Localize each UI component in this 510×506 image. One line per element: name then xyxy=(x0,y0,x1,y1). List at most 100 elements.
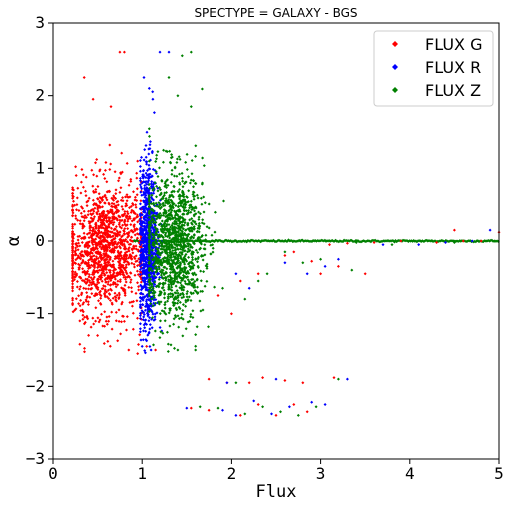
data-point-flux-z xyxy=(194,222,198,226)
data-point-flux-z xyxy=(171,279,175,283)
data-point-flux-z xyxy=(180,279,184,282)
data-point-flux-z xyxy=(213,285,217,289)
data-point-flux-z xyxy=(174,284,178,288)
data-point-flux-z xyxy=(147,229,151,233)
data-point-flux-z xyxy=(191,206,195,209)
data-point-flux-g xyxy=(121,314,125,318)
data-point-flux-z xyxy=(159,300,163,304)
x-tick-label: 0 xyxy=(48,464,58,483)
data-point-flux-g xyxy=(71,273,75,277)
data-point-flux-g xyxy=(88,226,92,230)
data-point-flux-z xyxy=(179,276,183,280)
data-point-flux-g xyxy=(85,204,89,208)
data-point-flux-z xyxy=(160,219,164,223)
data-point-flux-z xyxy=(198,405,202,409)
data-point-flux-r xyxy=(144,155,148,159)
data-point-flux-z xyxy=(190,159,194,162)
data-point-flux-g xyxy=(112,228,116,232)
data-point-flux-z xyxy=(177,259,180,262)
data-point-flux-z xyxy=(152,274,156,278)
data-point-flux-g xyxy=(73,203,77,207)
data-point-flux-g xyxy=(110,201,114,205)
data-point-flux-z xyxy=(190,246,194,249)
data-point-flux-z xyxy=(159,273,163,277)
data-point-flux-z xyxy=(175,157,179,161)
data-point-flux-z xyxy=(147,245,151,249)
data-point-flux-g xyxy=(71,253,75,256)
data-point-flux-z xyxy=(213,230,217,234)
data-point-flux-g xyxy=(89,276,93,280)
data-point-flux-g xyxy=(118,253,122,257)
data-point-flux-g xyxy=(129,223,133,227)
data-point-flux-r xyxy=(145,207,149,211)
data-point-flux-g xyxy=(90,257,94,261)
data-point-flux-g xyxy=(71,194,75,198)
data-point-flux-z xyxy=(188,238,192,242)
data-point-flux-g xyxy=(79,205,83,209)
data-point-flux-z xyxy=(181,291,185,295)
data-point-flux-z xyxy=(147,274,151,278)
data-point-flux-r xyxy=(155,211,159,215)
data-point-flux-z xyxy=(190,172,194,176)
data-point-flux-g xyxy=(96,256,100,260)
data-point-flux-g xyxy=(97,228,101,232)
data-point-flux-g xyxy=(103,249,106,253)
data-point-flux-g xyxy=(71,196,75,200)
data-point-flux-z xyxy=(155,215,159,218)
data-point-flux-z xyxy=(180,201,184,205)
data-point-flux-g xyxy=(84,175,88,179)
data-point-flux-g xyxy=(91,198,95,202)
data-point-flux-g xyxy=(86,213,90,217)
data-point-flux-z xyxy=(181,334,185,338)
data-point-flux-g xyxy=(88,224,92,228)
data-point-flux-z xyxy=(180,231,184,235)
data-point-flux-g xyxy=(247,381,251,385)
data-point-flux-g xyxy=(89,236,93,239)
data-point-flux-g xyxy=(93,241,97,245)
data-point-flux-g xyxy=(103,324,107,328)
data-point-flux-g xyxy=(107,277,111,281)
data-point-flux-z xyxy=(189,236,193,240)
data-point-flux-g xyxy=(117,257,121,260)
data-point-flux-g xyxy=(81,267,85,271)
data-point-flux-g xyxy=(123,210,127,213)
data-point-flux-g xyxy=(71,236,75,240)
data-point-flux-r xyxy=(141,338,145,342)
data-point-flux-r xyxy=(147,163,151,167)
data-point-flux-g xyxy=(107,211,110,215)
data-point-flux-z xyxy=(213,210,217,214)
data-point-flux-z xyxy=(171,249,175,253)
data-point-flux-g xyxy=(123,283,127,287)
data-point-flux-z xyxy=(202,195,206,199)
data-point-flux-z xyxy=(200,254,204,257)
data-point-flux-g xyxy=(87,263,91,267)
data-point-flux-z xyxy=(197,221,201,225)
data-point-flux-z xyxy=(178,261,182,264)
data-point-flux-g xyxy=(118,280,122,284)
data-point-flux-g xyxy=(105,248,109,252)
data-point-flux-g xyxy=(98,226,102,230)
data-point-flux-z xyxy=(160,224,164,227)
data-point-flux-r xyxy=(146,180,150,184)
data-point-flux-z xyxy=(162,148,166,152)
data-point-flux-r xyxy=(142,220,146,224)
data-point-flux-g xyxy=(102,172,106,176)
data-point-flux-g xyxy=(71,191,75,195)
data-point-flux-g xyxy=(110,327,114,331)
data-point-flux-r xyxy=(151,275,155,279)
data-point-flux-z xyxy=(161,195,165,199)
data-point-flux-z xyxy=(155,217,159,221)
data-point-flux-z xyxy=(209,243,213,247)
data-point-flux-g xyxy=(90,286,94,290)
data-point-flux-g xyxy=(111,215,115,219)
data-point-flux-r xyxy=(138,317,142,320)
data-point-flux-g xyxy=(118,218,122,222)
data-point-flux-g xyxy=(98,265,102,269)
data-point-flux-z xyxy=(164,276,168,279)
data-point-flux-z xyxy=(168,309,172,312)
data-point-flux-z xyxy=(151,243,155,247)
y-tick-label: 3 xyxy=(35,13,45,32)
data-point-flux-g xyxy=(129,177,133,181)
data-point-flux-z xyxy=(161,201,165,205)
